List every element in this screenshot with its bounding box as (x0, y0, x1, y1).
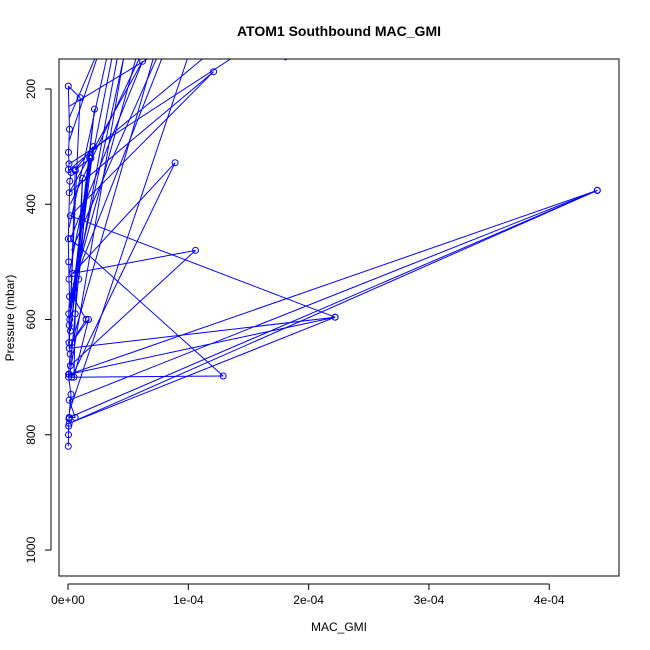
series-segment (70, 238, 224, 377)
series-segment (68, 152, 70, 164)
data-point (64, 235, 72, 243)
series-segment (68, 59, 113, 274)
series-segment (69, 59, 154, 349)
x-tick-label: 4e-04 (534, 593, 565, 607)
series-segment (67, 86, 70, 130)
series-segment (69, 189, 598, 401)
series-segment (68, 59, 108, 228)
axes: 0e+00 1e-04 2e-04 3e-04 4e-04 200 400 600 800 100… (24, 79, 565, 607)
data-point (331, 313, 339, 321)
x-tick-label: 0e+00 (51, 593, 85, 607)
data-point (71, 310, 79, 318)
y-tick-label: 800 (24, 424, 38, 444)
data-point (66, 177, 74, 185)
x-axis-label: MAC_GMI (311, 620, 367, 634)
plot-frame (58, 58, 620, 577)
data-point (69, 269, 77, 277)
y-tick-label: 1000 (24, 536, 38, 563)
data-point (66, 235, 74, 243)
x-tick-label: 3e-04 (414, 593, 445, 607)
y-tick-label: 400 (24, 194, 38, 214)
data-point (65, 396, 73, 404)
data-point (64, 442, 72, 450)
data-point (64, 82, 72, 90)
series-segment (69, 316, 336, 424)
data-point (192, 246, 199, 254)
data-point (71, 167, 79, 175)
data-point (66, 327, 74, 335)
chart-title: ATOM1 Southbound MAC_GMI (237, 23, 441, 39)
data-point (65, 373, 73, 381)
data-point (82, 316, 90, 323)
data-point (65, 275, 73, 283)
series-segment (68, 59, 124, 309)
series-segment (69, 59, 140, 205)
series-segment (69, 59, 137, 297)
x-tick-label: 1e-04 (173, 593, 204, 607)
y-axis-label: Pressure (mbar) (3, 275, 17, 362)
data-point (139, 59, 147, 65)
series-segment (68, 189, 598, 424)
data-point (66, 212, 74, 220)
data-point (66, 125, 73, 133)
series-segment (68, 59, 232, 165)
series-segment (67, 181, 71, 239)
plot-data (64, 59, 601, 450)
series-segment (68, 313, 70, 326)
series-segment (72, 59, 163, 286)
y-tick-label: 600 (24, 309, 38, 329)
series-segment (69, 316, 336, 375)
series-segment (69, 172, 72, 182)
series-segment (69, 189, 598, 375)
series-segment (68, 59, 204, 171)
data-point (65, 344, 73, 352)
data-point (65, 431, 72, 439)
data-point (71, 414, 79, 421)
data-point (65, 422, 73, 430)
series-segment (68, 129, 70, 153)
data-point (593, 186, 601, 194)
data-point (171, 159, 179, 167)
series-segment (71, 162, 176, 378)
series-segment (68, 71, 214, 194)
data-point (65, 160, 73, 168)
x-tick-label: 2e-04 (293, 593, 324, 607)
data-point (65, 148, 72, 156)
data-point (66, 293, 73, 300)
series-segment (69, 316, 336, 349)
series-segment (68, 59, 149, 107)
series-segment (71, 375, 224, 378)
data-point (79, 174, 86, 182)
series-segment (71, 59, 157, 251)
data-point (65, 370, 73, 378)
series-segment (68, 59, 96, 118)
data-point (65, 189, 73, 197)
data-point (85, 316, 92, 323)
series-segment (70, 215, 336, 318)
series-segment (72, 296, 87, 320)
series-segment (69, 189, 598, 418)
y-tick-label: 200 (24, 79, 38, 99)
series-segment (68, 59, 188, 412)
data-point (219, 372, 227, 380)
series-segment (68, 59, 98, 141)
